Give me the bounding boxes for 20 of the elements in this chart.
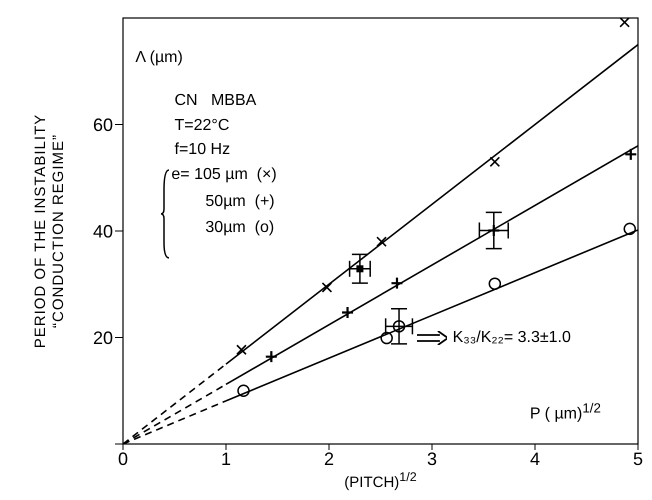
x-tick-label: 0 [118,448,128,469]
x-axis-title: (PITCH)$^{1/2}$ [344,470,417,491]
y-axis-title: PERIOD OF THE INSTABILITY “CONDUCTION REGIME” [32,114,68,348]
annotation: CN MBBA [174,92,256,110]
x-tick-label: 3 [426,448,438,469]
annotation: P ( µm)$^{1/2}$ [530,400,601,424]
annotation: 50µm (+) [205,192,275,211]
annotation: K₃₃/K₂₂= 3.3±1.0 [452,328,571,346]
x-tick-label: 4 [530,448,540,469]
annotation: e= 105 µm (×) [171,166,277,184]
x-tick-label: 2 [324,448,334,469]
annotation: Λ (µm) [135,48,183,67]
annotation: f=10 Hz [174,140,230,159]
y-tick-label: 40 [92,221,113,242]
x-tick-label: 5 [632,448,644,469]
x-tick-label: 1 [220,448,232,469]
y-tick-label: 20 [92,328,113,348]
annotation: T=22°C [174,116,230,135]
annotation: 30µm (o) [205,219,274,238]
y-tick-label: 60 [92,114,113,135]
